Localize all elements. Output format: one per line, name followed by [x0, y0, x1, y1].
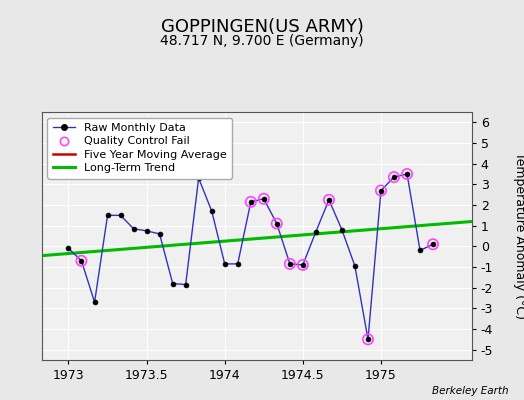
- Point: [286, 261, 294, 267]
- Point: [403, 171, 411, 177]
- Point: [390, 174, 398, 180]
- Legend: Raw Monthly Data, Quality Control Fail, Five Year Moving Average, Long-Term Tren: Raw Monthly Data, Quality Control Fail, …: [48, 118, 233, 179]
- Point: [77, 258, 85, 264]
- Point: [325, 197, 333, 203]
- Y-axis label: Temperature Anomaly (°C): Temperature Anomaly (°C): [512, 152, 524, 320]
- Point: [247, 199, 255, 205]
- Text: Berkeley Earth: Berkeley Earth: [432, 386, 508, 396]
- Text: GOPPINGEN(US ARMY): GOPPINGEN(US ARMY): [160, 18, 364, 36]
- Point: [272, 220, 281, 227]
- Point: [259, 196, 268, 202]
- Point: [429, 241, 437, 248]
- Text: 48.717 N, 9.700 E (Germany): 48.717 N, 9.700 E (Germany): [160, 34, 364, 48]
- Point: [377, 187, 385, 194]
- Point: [299, 262, 307, 268]
- Point: [364, 336, 372, 342]
